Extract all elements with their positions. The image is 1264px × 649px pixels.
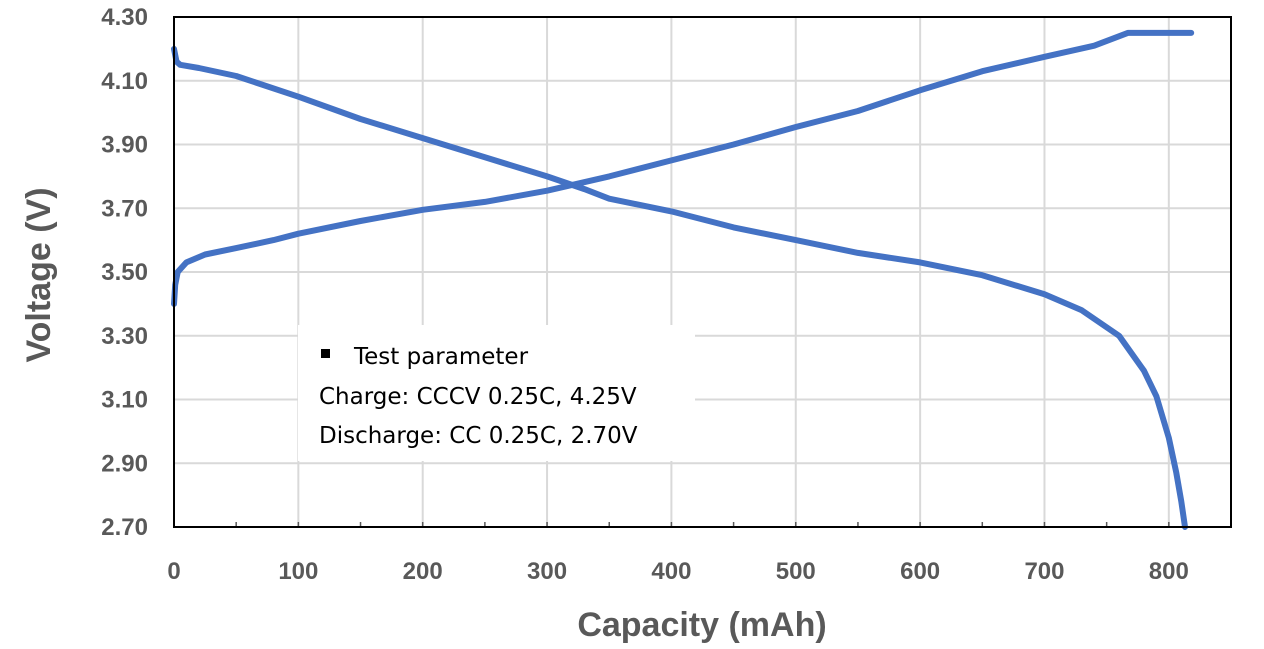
legend-box (298, 325, 695, 461)
x-tick-label: 0 (167, 558, 180, 585)
x-tick-label: 400 (651, 558, 691, 585)
x-tick-labels: 0 100 200 300 400 500 600 700 800 (167, 558, 1189, 585)
x-tick-label: 300 (527, 558, 567, 585)
legend: Test parameter Charge: CCCV 0.25C, 4.25V… (298, 325, 695, 461)
x-tick-label: 700 (1024, 558, 1064, 585)
legend-line-3: Discharge: CC 0.25C, 2.70V (319, 423, 638, 449)
x-tick-label: 100 (278, 558, 318, 585)
y-tick-label: 2.70 (101, 514, 148, 541)
y-tick-labels: 2.70 2.90 3.10 3.30 3.50 3.70 3.90 4.10 4.30 (101, 4, 148, 541)
y-tick-label: 3.70 (101, 195, 148, 222)
y-tick-label: 3.10 (101, 387, 148, 414)
y-tick-label: 3.50 (101, 259, 148, 286)
plot-frame (173, 16, 1232, 528)
x-axis-title: Capacity (mAh) (577, 606, 826, 644)
y-tick-label: 4.30 (101, 4, 148, 31)
y-tick-label: 3.30 (101, 323, 148, 350)
y-axis-title: Voltage (V) (20, 187, 58, 362)
legend-line-2: Charge: CCCV 0.25C, 4.25V (319, 384, 637, 410)
y-tick-label: 4.10 (101, 68, 148, 95)
series-lines (171, 29, 1195, 530)
y-tick-label: 3.90 (101, 132, 148, 159)
series-line-2 (171, 45, 1188, 530)
x-tick-label: 200 (403, 558, 443, 585)
legend-marker (321, 349, 330, 358)
series-line-1 (171, 29, 1195, 307)
y-tick-label: 2.90 (101, 450, 148, 477)
x-tick-label: 500 (776, 558, 816, 585)
legend-line-1: Test parameter (353, 344, 529, 370)
x-tick-label: 800 (1149, 558, 1189, 585)
x-tick-label: 600 (900, 558, 940, 585)
